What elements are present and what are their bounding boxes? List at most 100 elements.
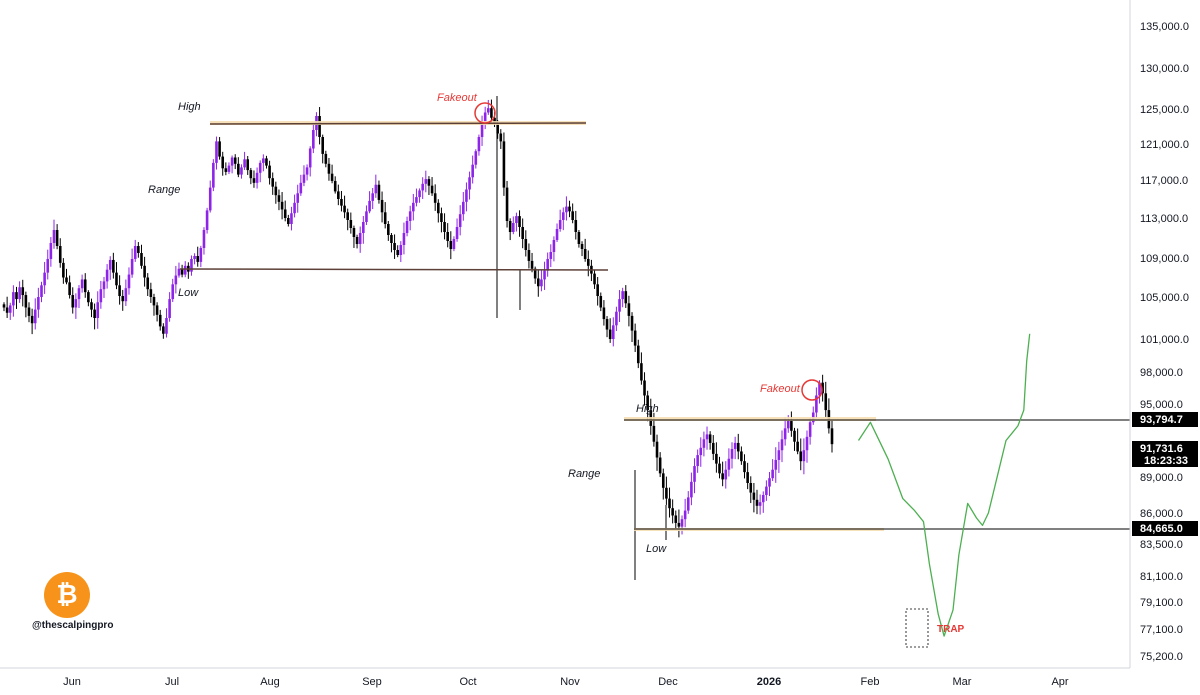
y-tick-label: 83,500.0 (1140, 539, 1183, 551)
candle-body (577, 232, 581, 244)
candle-body (340, 199, 343, 206)
y-tick-label: 135,000.0 (1140, 21, 1189, 33)
candle-body (508, 221, 512, 232)
candle-body (487, 108, 490, 113)
candle-body (87, 292, 90, 303)
candle-body (352, 228, 356, 237)
candle-body (393, 243, 396, 250)
y-tick-label: 81,100.0 (1140, 571, 1183, 583)
candle-body (586, 258, 590, 266)
candle-body (468, 177, 471, 190)
candle-body (62, 262, 65, 278)
candle-body (77, 288, 81, 300)
candle-body (602, 307, 606, 320)
candle-body (287, 218, 290, 224)
candle-body (362, 222, 365, 233)
candle-body (705, 434, 709, 440)
candle-body (433, 193, 437, 203)
y-tick-label: 86,000.0 (1140, 508, 1183, 520)
candle-body (343, 205, 346, 213)
candle-body (568, 206, 571, 212)
candle-body (308, 148, 312, 168)
label-low-1: Low (178, 287, 199, 299)
candle-body (324, 153, 328, 164)
candle-body (668, 498, 671, 509)
candle-body (299, 182, 303, 194)
candle-body (515, 216, 518, 223)
candle-body (652, 425, 656, 442)
y-tick-label: 109,000.0 (1140, 253, 1189, 265)
candle-body (124, 288, 128, 302)
candle-body (108, 259, 112, 270)
candle-body (399, 245, 403, 255)
price-tag (1132, 412, 1198, 427)
candle-body (643, 380, 646, 396)
candle-body (533, 268, 537, 279)
candle-body (302, 174, 306, 183)
candle-body (452, 239, 456, 249)
candle-body (33, 309, 37, 324)
candle-body (686, 497, 690, 511)
candle-body (258, 162, 262, 173)
candle-body (430, 185, 434, 194)
candle-body (565, 206, 568, 213)
candle-body (65, 277, 68, 283)
candle-body (627, 303, 631, 316)
y-tick-label: 77,100.0 (1140, 624, 1183, 636)
price-axis[interactable]: 135,000.0 130,000.0 125,000.0 121,000.0 117,… (1129, 0, 1198, 668)
candle-body (740, 451, 743, 462)
candle-body (96, 302, 100, 318)
candle-body (218, 141, 221, 157)
candle-body (274, 186, 278, 196)
candle-body (499, 133, 503, 142)
candle-body (621, 291, 624, 300)
candle-body (480, 123, 484, 137)
candle-body (262, 158, 265, 163)
candle-body (580, 244, 584, 249)
candle-body (821, 382, 824, 394)
candle-body (27, 307, 31, 316)
candle-body (455, 227, 459, 239)
level-lines (179, 121, 1130, 531)
candle-body (680, 519, 684, 527)
candle-body (305, 167, 309, 175)
candle-body (440, 213, 443, 222)
candle-body (412, 202, 415, 212)
candle-body (521, 227, 524, 239)
candle-body (724, 469, 728, 480)
candle-body (808, 422, 812, 437)
candle-body (130, 258, 134, 275)
candle-body (458, 214, 462, 227)
candle-body (733, 442, 737, 450)
candle-body (743, 461, 746, 473)
candle-body (380, 199, 384, 213)
candle-body (140, 253, 143, 266)
candle-body (530, 260, 534, 269)
candle-body (780, 439, 784, 451)
candle-body (146, 277, 150, 290)
candle-body (196, 256, 200, 262)
candle-body (615, 311, 618, 326)
candle-body (46, 258, 50, 273)
candle-body (618, 299, 621, 312)
candle-body (237, 163, 240, 175)
candle-body (152, 297, 156, 306)
candle-body (768, 478, 771, 487)
candle-body (390, 235, 393, 243)
candle-body (199, 248, 203, 262)
candle-body (15, 292, 18, 300)
candle-body (493, 117, 496, 124)
candle-body (777, 450, 781, 460)
candle-body (349, 220, 353, 228)
candle-body (674, 515, 678, 523)
candle-body (415, 197, 418, 203)
candle-body (774, 459, 778, 470)
candle-body (58, 246, 62, 263)
candle-body (177, 268, 181, 276)
time-axis[interactable]: Jun Jul Aug Sep Oct Nov Dec 2026 Feb Mar Apr (0, 667, 1130, 688)
x-tick-label: Aug (260, 676, 280, 688)
candle-body (490, 108, 493, 118)
candle-body (224, 168, 228, 172)
candle-body (121, 296, 125, 302)
